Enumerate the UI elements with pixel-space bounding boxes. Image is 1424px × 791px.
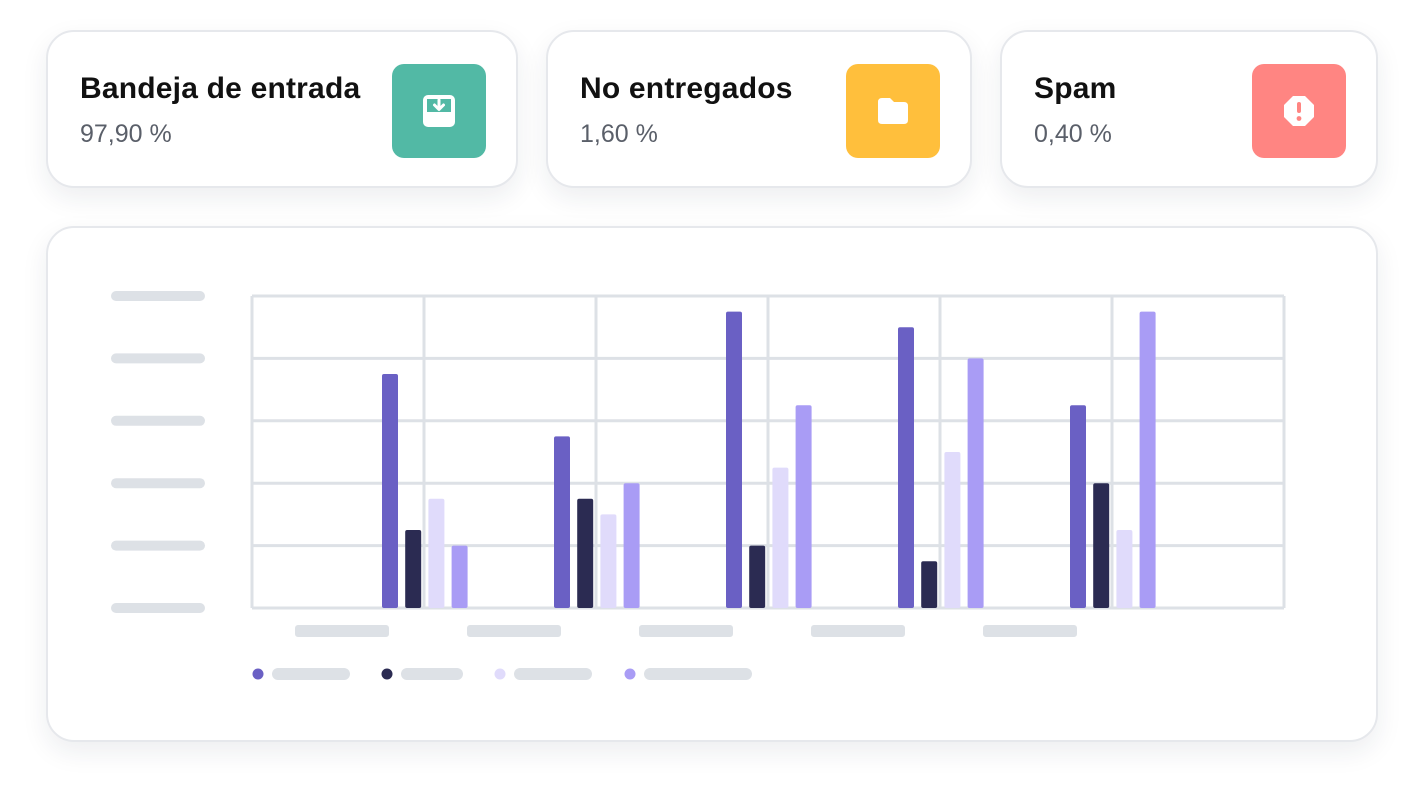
bar [749, 545, 766, 608]
y-tick-label [111, 353, 205, 364]
legend-marker [381, 668, 393, 680]
legend-label [272, 668, 350, 680]
x-tick-label [811, 625, 905, 637]
legend-marker [252, 668, 264, 680]
x-tick-label [639, 625, 733, 637]
bar [554, 436, 570, 608]
legend-marker [624, 668, 636, 680]
y-tick-label [111, 291, 205, 301]
inbox-download-icon [392, 64, 486, 158]
bar [944, 452, 961, 608]
bar [382, 374, 398, 608]
y-tick-label [111, 603, 205, 613]
legend-label [644, 668, 752, 680]
bar-chart [111, 291, 1286, 680]
y-tick-label [111, 478, 205, 489]
stat-title: Bandeja de entrada [80, 72, 361, 105]
x-tick-label [983, 625, 1077, 637]
bar [898, 327, 914, 608]
bar [405, 530, 422, 608]
legend-marker [494, 668, 506, 680]
bar [1070, 405, 1086, 608]
bar [921, 561, 938, 608]
alert-octagon-icon [1252, 64, 1346, 158]
y-tick-label [111, 540, 205, 551]
bar [623, 483, 640, 608]
bar [600, 514, 617, 608]
bar [577, 498, 594, 608]
bar [1139, 311, 1156, 608]
stat-title: Spam [1034, 72, 1117, 105]
legend-label [401, 668, 463, 680]
bar [1093, 483, 1110, 608]
legend-label [514, 668, 592, 680]
y-tick-label [111, 415, 205, 426]
stat-card-spam: Spam 0,40 % [1000, 30, 1378, 188]
bar [428, 498, 445, 608]
bar [772, 467, 789, 608]
x-tick-label [295, 625, 389, 637]
stat-card-inbox: Bandeja de entrada 97,90 % [46, 30, 518, 188]
x-tick-label [467, 625, 561, 637]
stat-value: 0,40 % [1034, 120, 1112, 148]
bar [967, 358, 984, 608]
bar [795, 405, 812, 608]
stat-card-undelivered: No entregados 1,60 % [546, 30, 972, 188]
bar [451, 545, 468, 608]
chart-card [46, 226, 1378, 742]
stat-value: 97,90 % [80, 120, 172, 148]
bar [1116, 530, 1133, 608]
stat-title: No entregados [580, 72, 793, 105]
stat-value: 1,60 % [580, 120, 658, 148]
folder-icon [846, 64, 940, 158]
bar [726, 311, 742, 608]
